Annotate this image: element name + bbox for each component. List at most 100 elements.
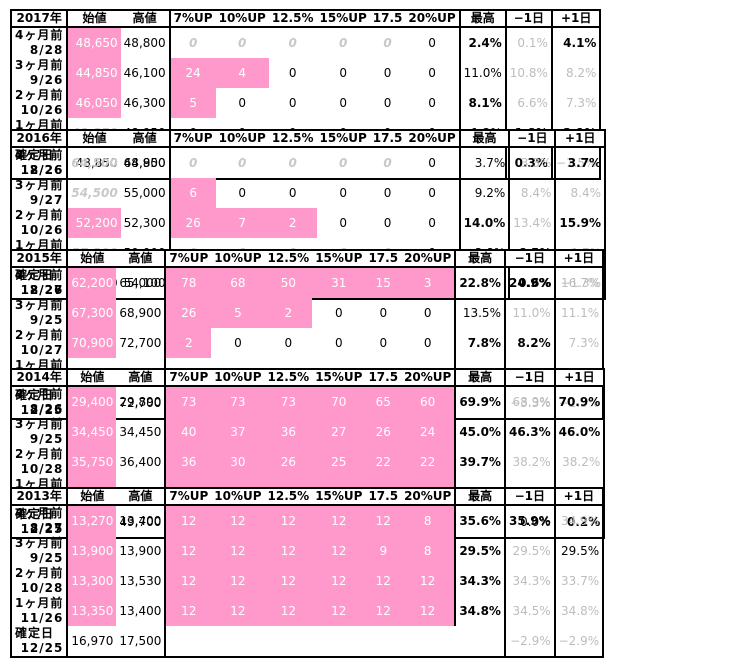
- max-rise[interactable]: 2.4%: [459, 27, 507, 58]
- minus-one-day[interactable]: 13.4%: [509, 208, 557, 238]
- count-c125[interactable]: 12: [264, 505, 313, 536]
- count-c125[interactable]: 73: [264, 386, 313, 417]
- max-rise[interactable]: 7.8%: [455, 328, 506, 358]
- max-rise[interactable]: 11.0%: [459, 58, 507, 88]
- high-price[interactable]: 65,000: [116, 267, 167, 298]
- count-c175[interactable]: 0: [383, 95, 392, 110]
- count-c10[interactable]: 12: [211, 505, 265, 536]
- minus-one-day[interactable]: 34.3%: [504, 566, 556, 596]
- count-c20[interactable]: 12: [401, 566, 457, 596]
- count-c125[interactable]: 0: [288, 65, 297, 80]
- high-price[interactable]: 29,890: [116, 386, 167, 417]
- high-price[interactable]: 68,900: [116, 298, 167, 328]
- count-c7[interactable]: 12: [165, 536, 212, 566]
- count-c15[interactable]: 0: [339, 215, 347, 230]
- high-price[interactable]: 13,400: [116, 505, 167, 536]
- max-rise[interactable]: 35.6%: [455, 505, 506, 536]
- max-rise[interactable]: 39.7%: [455, 447, 506, 477]
- count-c20[interactable]: 0: [401, 298, 457, 328]
- count-c10[interactable]: 12: [211, 596, 265, 626]
- open-price[interactable]: 35,750: [67, 447, 117, 477]
- minus-one-day[interactable]: 68.9%: [504, 386, 556, 417]
- count-c125[interactable]: 50: [264, 267, 313, 298]
- count-c20[interactable]: 12: [401, 596, 457, 626]
- count-c175[interactable]: 0: [383, 65, 392, 80]
- count-c15[interactable]: 12: [312, 566, 366, 596]
- high-price[interactable]: 36,400: [116, 447, 167, 477]
- open-price[interactable]: 64,500: [71, 155, 118, 170]
- count-c175[interactable]: 65: [365, 386, 402, 417]
- count-c15[interactable]: 0: [339, 185, 347, 200]
- count-c125[interactable]: 2: [268, 208, 317, 238]
- plus-one-day[interactable]: −2.9%: [554, 626, 605, 658]
- open-price[interactable]: 48,650: [67, 27, 121, 58]
- plus-one-day[interactable]: 38.2%: [554, 447, 606, 477]
- high-price[interactable]: 46,300: [120, 88, 171, 118]
- open-price[interactable]: 13,350: [67, 596, 117, 626]
- count-c125[interactable]: 26: [264, 447, 313, 477]
- minus-one-day[interactable]: 11.0%: [504, 298, 556, 328]
- plus-one-day[interactable]: 46.0%: [554, 417, 606, 447]
- plus-one-day[interactable]: 11.1%: [554, 298, 605, 328]
- max-rise[interactable]: 34.3%: [455, 566, 506, 596]
- count-c20[interactable]: 0: [401, 328, 457, 358]
- count-c15[interactable]: 0: [338, 155, 348, 170]
- count-c15[interactable]: 0: [335, 335, 343, 350]
- count-c20[interactable]: 0: [405, 147, 461, 178]
- plus-one-day[interactable]: 4.1%: [551, 27, 602, 58]
- open-price[interactable]: 46,050: [67, 88, 121, 118]
- count-c125[interactable]: 2: [264, 298, 313, 328]
- open-price[interactable]: 62,200: [67, 267, 117, 298]
- open-price[interactable]: 67,300: [67, 298, 117, 328]
- minus-one-day[interactable]: 46.3%: [504, 417, 556, 447]
- count-c7[interactable]: 73: [165, 386, 212, 417]
- high-price[interactable]: 55,000: [120, 178, 171, 208]
- open-price[interactable]: 70,900: [67, 328, 117, 358]
- plus-one-day[interactable]: 34.9%: [554, 505, 605, 536]
- count-c15[interactable]: 25: [312, 447, 366, 477]
- open-price[interactable]: 16,970: [67, 626, 117, 658]
- count-c10[interactable]: 37: [211, 417, 265, 447]
- plus-one-day[interactable]: 7.3%: [551, 88, 602, 118]
- count-c20[interactable]: 22: [401, 447, 457, 477]
- minus-one-day[interactable]: 10.8%: [505, 58, 553, 88]
- high-price[interactable]: 72,700: [116, 328, 167, 358]
- plus-one-day[interactable]: 8.2%: [551, 58, 602, 88]
- count-c7[interactable]: 26: [165, 298, 212, 328]
- count-c20[interactable]: 8: [401, 505, 457, 536]
- count-c175[interactable]: 12: [365, 596, 402, 626]
- count-c10[interactable]: 0: [238, 185, 247, 200]
- count-c15[interactable]: 0: [335, 305, 343, 320]
- count-c15[interactable]: 70: [312, 386, 366, 417]
- high-price[interactable]: 17,500: [116, 626, 167, 658]
- count-c7[interactable]: 36: [165, 447, 212, 477]
- plus-one-day[interactable]: 3.7%: [555, 147, 607, 178]
- count-c20[interactable]: 0: [405, 208, 461, 238]
- count-c125[interactable]: 36: [264, 417, 313, 447]
- count-c175[interactable]: 22: [365, 447, 402, 477]
- count-c20[interactable]: 24: [401, 417, 457, 447]
- open-price[interactable]: 48,850: [67, 148, 121, 180]
- count-c125[interactable]: 12: [264, 536, 313, 566]
- max-rise[interactable]: 45.0%: [455, 417, 506, 447]
- count-c10[interactable]: 68: [211, 267, 265, 298]
- high-price[interactable]: 46,100: [120, 58, 171, 88]
- count-c20[interactable]: 60: [401, 386, 457, 417]
- minus-one-day[interactable]: 35.9%: [504, 505, 556, 536]
- count-c10[interactable]: 4: [215, 58, 269, 88]
- minus-one-day[interactable]: 8.4%: [509, 178, 557, 208]
- count-c175[interactable]: 0: [383, 35, 392, 50]
- plus-one-day[interactable]: 8.4%: [555, 178, 607, 208]
- minus-one-day[interactable]: 24.9%: [504, 267, 556, 298]
- count-c125[interactable]: 0: [288, 35, 297, 50]
- plus-one-day[interactable]: 70.9%: [554, 386, 606, 417]
- open-price[interactable]: 13,300: [67, 566, 117, 596]
- high-price[interactable]: 64,900: [120, 147, 171, 178]
- plus-one-day[interactable]: 29.5%: [554, 536, 605, 566]
- count-c10[interactable]: 0: [238, 95, 247, 110]
- count-c7[interactable]: 12: [165, 596, 212, 626]
- count-c15[interactable]: 12: [312, 536, 366, 566]
- minus-one-day[interactable]: −2.9%: [504, 626, 556, 658]
- count-c125[interactable]: 12: [264, 596, 313, 626]
- count-c7[interactable]: 5: [169, 88, 216, 118]
